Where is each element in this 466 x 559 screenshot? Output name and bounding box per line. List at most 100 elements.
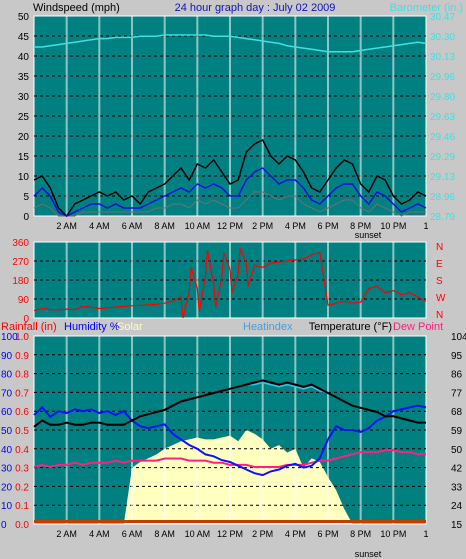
x-tick-label: 4 AM	[89, 529, 110, 539]
humidity-grid	[34, 336, 426, 524]
barometer-y-tick-label: 28.79	[430, 212, 455, 223]
wind-grid	[34, 16, 426, 216]
direction-y-tick-label: 90	[18, 295, 30, 306]
rainfall-y-tick-label: 0.9	[15, 351, 29, 362]
temperature-y-tick-label: 86	[451, 370, 463, 381]
rainfall-y-tick-label: 0.5	[15, 426, 29, 437]
humidity-y-tick-label: 50	[1, 426, 13, 437]
temperature-y-tick-label: 68	[451, 407, 463, 418]
humidity-axis-title: Humidity %	[64, 321, 120, 333]
direction-y-ticks: 0 90 180 270 360	[12, 238, 29, 325]
rainfall-y-tick-label: 0.8	[15, 370, 29, 381]
humidity-temperature-series	[33, 379, 427, 477]
direction-y-tick-label: 270	[12, 257, 29, 268]
temperature-y-tick-label: 33	[451, 482, 463, 493]
wind-avg-line	[33, 167, 427, 217]
temperature-y-tick-label: 104	[451, 332, 466, 343]
barometer-y-ticks: 28.79 28.96 29.13 29.29 29.46 29.63 29.80 29.96…	[430, 12, 455, 223]
sunset-label-3: sunset	[355, 549, 382, 559]
barometer-line	[34, 34, 427, 53]
wind-y-tick-label: 35	[18, 72, 30, 83]
humidity-line	[33, 404, 427, 477]
rainfall-y-tick-label: 0.4	[15, 445, 29, 456]
direction-series	[33, 248, 427, 319]
x-tick-label: 10 PM	[380, 529, 406, 539]
compass-label: E	[436, 259, 443, 270]
x-tick-label: 8 AM	[154, 529, 175, 539]
humidity-y-tick-label: 20	[1, 482, 13, 493]
humidity-y-tick-label: 30	[1, 464, 13, 475]
temperature-line	[33, 379, 426, 428]
wind-y-tick-label: 40	[18, 52, 30, 63]
direction-y-tick-label: 0	[23, 314, 29, 325]
compass-label: S	[436, 276, 443, 287]
temperature-y-tick-label: 95	[451, 351, 463, 362]
wind-y-tick-label: 50	[18, 12, 30, 23]
humidity-temperature-panel: 0.0 0.1 0.2 0.3 0.4 0.5 0.6 0.7 0.8 0.9 1.0 0 10 20 3…	[1, 332, 466, 559]
wind-y-tick-label: 15	[18, 152, 30, 163]
wind-low-line	[33, 191, 426, 217]
x-tick-label: 6 AM	[122, 529, 143, 539]
x-tick-label: 6 PM	[317, 221, 338, 231]
barometer-y-tick-label: 29.80	[430, 92, 455, 103]
wind-gust-line	[33, 139, 427, 218]
barometer-y-tick-label: 29.13	[430, 172, 455, 183]
heatindex-axis-title: Heatindex	[243, 321, 293, 333]
x-tick-label: 12 PM	[217, 221, 243, 231]
wind-barometer-panel: 0 5 10 15 20 25 30 35 40 45 50 28.79 28.96 29.13 29.2…	[18, 12, 456, 240]
x-tick-label: 6 PM	[317, 529, 338, 539]
temperature-y-ticks: 15 24 33 42 50 59 68 77 86 95 104	[451, 332, 466, 531]
wind-y-tick-label: 10	[18, 172, 30, 183]
humidity-y-ticks: 0 10 20 30 40 50 60 70 80 90 100	[1, 332, 18, 531]
rainfall-y-tick-label: 0.6	[15, 407, 29, 418]
rainfall-axis-title: Rainfall (in)	[1, 321, 57, 333]
wind-y-tick-label: 5	[23, 192, 29, 203]
compass-label: W	[436, 293, 446, 304]
x-tick-label: 4 PM	[285, 221, 306, 231]
humidity-y-tick-label: 10	[1, 501, 13, 512]
barometer-axis-title: Barometer (in.)	[390, 2, 463, 14]
wind-series	[33, 34, 427, 218]
direction-y-tick-label: 360	[12, 238, 29, 249]
solar-axis-title: Solar	[117, 321, 143, 333]
humidity-y-tick-label: 70	[1, 388, 13, 399]
wind-direction-line	[33, 248, 427, 319]
humidity-x-ticks: 2 AM 4 AM 6 AM 8 AM 10 AM 12 PM 2 PM 4 PM 6 PM 8 …	[56, 529, 428, 539]
temperature-y-tick-label: 42	[451, 464, 463, 475]
humidity-y-tick-label: 0	[1, 520, 7, 531]
x-tick-label: 10 AM	[185, 221, 211, 231]
x-tick-label: 12 PM	[217, 529, 243, 539]
wind-y-tick-label: 20	[18, 132, 30, 143]
barometer-y-tick-label: 29.96	[430, 72, 455, 83]
wind-y-tick-label: 30	[18, 92, 30, 103]
compass-label: N	[436, 242, 443, 253]
temperature-y-tick-label: 59	[451, 426, 463, 437]
barometer-y-tick-label: 28.96	[430, 192, 455, 203]
x-tick-label: 10 PM	[380, 221, 406, 231]
wind-y-tick-label: 25	[18, 112, 30, 123]
x-tick-label: 8 AM	[154, 221, 175, 231]
temperature-y-tick-label: 50	[451, 445, 463, 456]
humidity-y-tick-label: 60	[1, 407, 13, 418]
barometer-y-tick-label: 29.63	[430, 112, 455, 123]
rainfall-y-ticks: 0.0 0.1 0.2 0.3 0.4 0.5 0.6 0.7 0.8 0.9 1.0	[15, 332, 29, 531]
humidity-y-tick-label: 100	[1, 332, 18, 343]
graph-title: 24 hour graph day : July 02 2009	[175, 2, 336, 14]
barometer-y-tick-label: 30.13	[430, 52, 455, 63]
wind-y-tick-label: 0	[23, 212, 29, 223]
x-tick-label: 1	[423, 529, 428, 539]
x-tick-label: 1	[423, 221, 428, 231]
x-tick-label: 4 PM	[285, 529, 306, 539]
direction-grid	[34, 242, 426, 318]
dewpoint-line	[33, 449, 426, 469]
rainfall-bar	[34, 520, 426, 523]
x-tick-label: 10 AM	[185, 529, 211, 539]
x-tick-label: 8 PM	[350, 529, 371, 539]
x-tick-label: 2 PM	[252, 529, 273, 539]
barometer-y-tick-label: 30.47	[430, 12, 455, 23]
temperature-y-tick-label: 15	[451, 520, 463, 531]
windspeed-axis-title: Windspeed (mph)	[33, 2, 120, 14]
